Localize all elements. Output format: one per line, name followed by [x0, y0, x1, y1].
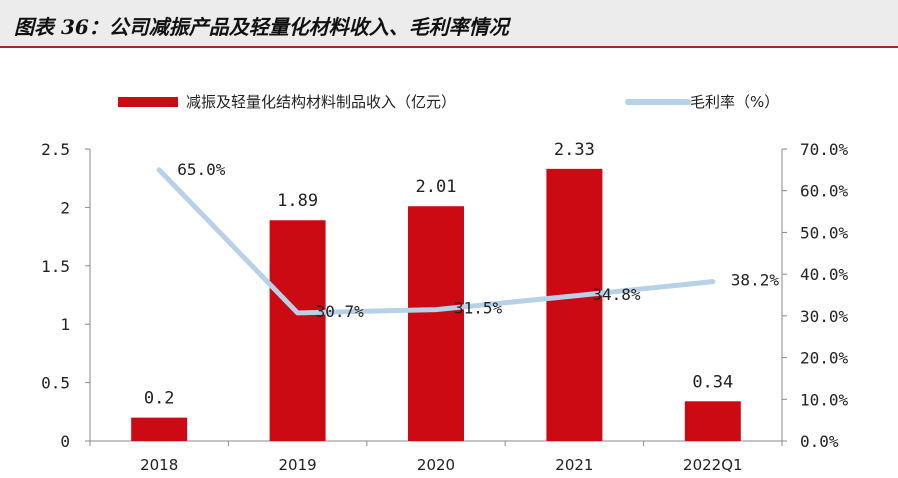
bar-revenue — [684, 401, 741, 441]
y-left-tick-label: 1.5 — [41, 257, 70, 276]
bar-revenue — [131, 417, 188, 441]
y-right-tick-label: 70.0% — [800, 140, 849, 159]
line-data-label: 34.8% — [592, 285, 641, 304]
legend-label-revenue: 减振及轻量化结构材料制品收入（亿元） — [186, 93, 456, 111]
legend-swatch-revenue — [118, 97, 178, 107]
bar-revenue — [269, 220, 326, 441]
bar-data-label: 2.33 — [554, 140, 595, 160]
figure-title: 图表 36：公司减振产品及轻量化材料收入、毛利率情况 — [14, 15, 509, 39]
x-tick-label: 2020 — [417, 456, 455, 474]
bar-data-label: 0.2 — [144, 389, 175, 409]
bar-data-label: 0.34 — [692, 372, 733, 392]
line-data-label: 31.5% — [454, 299, 503, 318]
line-gross-margin — [156, 167, 716, 316]
x-tick-label: 2021 — [555, 456, 593, 474]
line-data-label: 65.0% — [177, 160, 226, 179]
x-tick-label: 2018 — [140, 456, 178, 474]
bar-data-label: 1.89 — [277, 191, 318, 211]
y-left-tick-label: 2 — [60, 198, 70, 217]
x-tick-label: 2019 — [279, 456, 317, 474]
x-tick-label: 2022Q1 — [683, 456, 743, 474]
y-right-tick-label: 60.0% — [800, 182, 849, 201]
bar-revenue — [546, 168, 603, 441]
y-right-tick-label: 0.0% — [800, 432, 839, 451]
y-left-tick-label: 0 — [60, 432, 70, 451]
y-right-tick-label: 20.0% — [800, 349, 849, 368]
bar-data-label: 2.01 — [416, 177, 457, 197]
line-data-label: 30.7% — [316, 302, 365, 321]
bar-revenue — [408, 206, 464, 441]
y-right-tick-label: 30.0% — [800, 307, 849, 326]
y-left-tick-label: 0.5 — [41, 374, 70, 393]
line-data-label: 38.2% — [731, 271, 780, 290]
legend-label-margin: 毛利率（%） — [690, 93, 779, 111]
y-right-tick-label: 50.0% — [800, 223, 849, 242]
y-right-tick-label: 10.0% — [800, 390, 849, 409]
y-left-tick-label: 1 — [60, 315, 70, 334]
combo-chart: 减振及轻量化结构材料制品收入（亿元） 毛利率（%） 0 0.5 1 1.5 2 2.5 0.0%… — [41, 93, 849, 474]
figure-title-bar: 图表 36：公司减振产品及轻量化材料收入、毛利率情况 — [0, 0, 898, 48]
y-left-tick-label: 2.5 — [41, 140, 70, 159]
y-right-tick-label: 40.0% — [800, 265, 849, 284]
